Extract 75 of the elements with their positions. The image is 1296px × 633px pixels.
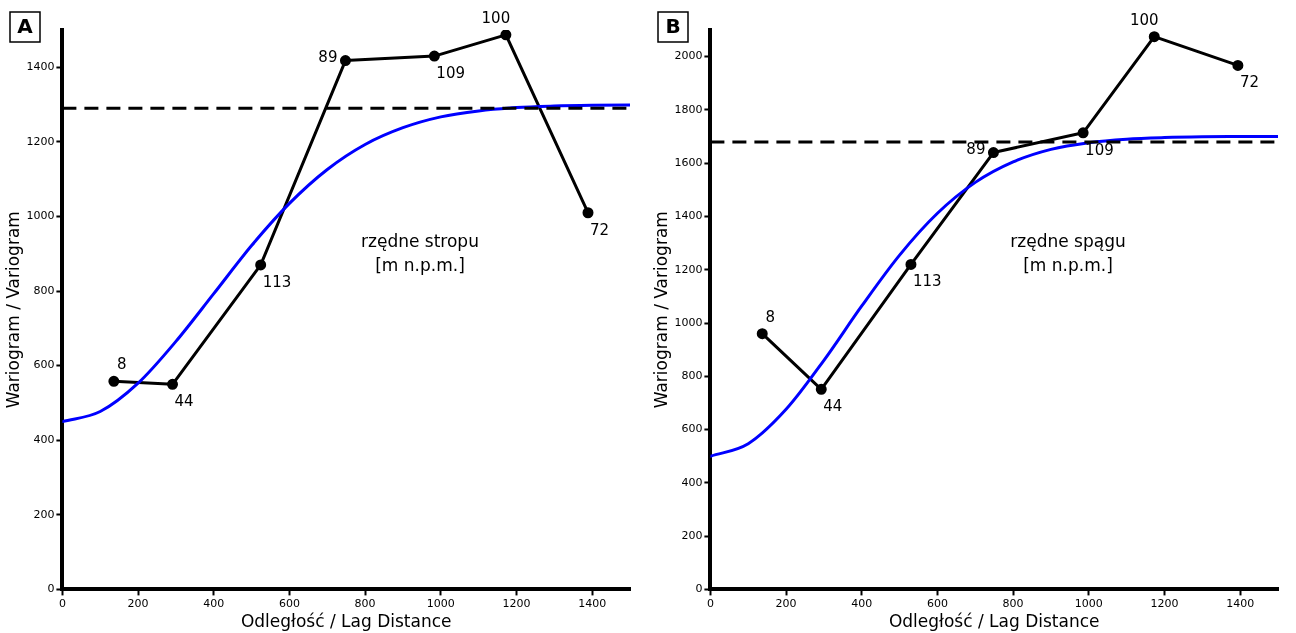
- y-tick-label: 200: [33, 507, 55, 521]
- chart-title: B: [665, 14, 681, 39]
- annotation: 8: [765, 307, 776, 326]
- point: [815, 383, 827, 395]
- point: [167, 378, 179, 390]
- x-tick-label: 600: [926, 596, 948, 610]
- annotation: [m n.p.m.]: [1023, 254, 1113, 275]
- annotation: 113: [912, 272, 942, 291]
- y-tick-label: 400: [681, 475, 703, 489]
- x-tick-label: 1200: [1150, 596, 1179, 610]
- y-axis-title: Wariogram / Variogram: [2, 211, 23, 409]
- annotation: 89: [318, 48, 338, 67]
- point: [339, 55, 351, 67]
- annotation: 72: [1239, 73, 1259, 92]
- y-tick-label: 0: [695, 582, 703, 596]
- point: [987, 147, 999, 159]
- point: [1148, 31, 1160, 43]
- annotation: 72: [590, 220, 610, 239]
- annotation: rzędne stropu: [361, 230, 479, 251]
- x-tick-label: 400: [203, 596, 225, 610]
- point: [500, 30, 512, 41]
- point: [756, 328, 768, 340]
- x-tick-label: 800: [354, 596, 376, 610]
- y-tick-label: 200: [681, 528, 703, 542]
- annotation: 109: [1085, 140, 1114, 159]
- y-tick-label: 1200: [674, 262, 703, 276]
- annotation: 113: [262, 272, 292, 291]
- line-series: [710, 135, 1278, 458]
- annotation: 100: [1129, 10, 1159, 29]
- y-tick-label: 0: [47, 582, 55, 596]
- annotation: [m n.p.m.]: [375, 254, 465, 275]
- chart-title: A: [17, 14, 34, 39]
- y-tick-label: 800: [33, 283, 55, 297]
- x-tick-label: 1400: [1226, 596, 1255, 610]
- y-tick-label: 600: [33, 358, 55, 372]
- annotation: 44: [823, 397, 843, 416]
- line-series: [62, 103, 630, 424]
- x-tick-label: 200: [775, 596, 797, 610]
- y-axis-title: Wariogram / Variogram: [650, 211, 671, 409]
- x-axis-title: Odległość / Lag Distance: [888, 611, 1100, 632]
- y-tick-label: 1800: [674, 102, 703, 116]
- annotation: 100: [481, 8, 511, 27]
- x-tick-label: 800: [1002, 596, 1024, 610]
- y-tick-label: 1400: [26, 60, 55, 74]
- annotation: rzędne spągu: [1010, 230, 1126, 251]
- y-tick-label: 1600: [674, 156, 703, 170]
- x-tick-label: 400: [851, 596, 873, 610]
- x-tick-label: 0: [706, 596, 714, 610]
- x-tick-label: 0: [58, 596, 66, 610]
- y-tick-label: 400: [33, 433, 55, 447]
- annotation: 44: [174, 392, 194, 411]
- annotation: 89: [966, 140, 986, 159]
- x-tick-label: 1400: [578, 596, 607, 610]
- x-tick-label: 1000: [426, 596, 455, 610]
- point: [108, 375, 120, 387]
- point: [255, 259, 267, 271]
- y-tick-label: 1000: [26, 209, 55, 223]
- point: [1232, 59, 1244, 71]
- annotation: 109: [436, 64, 466, 82]
- x-tick-label: 600: [278, 596, 300, 610]
- y-tick-label: 1000: [674, 315, 703, 329]
- point: [1077, 127, 1089, 139]
- point: [582, 207, 594, 219]
- y-tick-label: 800: [681, 369, 703, 383]
- x-axis-title: Odległość / Lag Distance: [240, 611, 452, 632]
- y-tick-label: 2000: [674, 49, 703, 63]
- point: [905, 258, 917, 270]
- y-tick-label: 600: [681, 422, 703, 436]
- x-tick-label: 1000: [1074, 596, 1103, 610]
- y-tick-label: 1200: [26, 134, 55, 148]
- y-tick-label: 1400: [674, 209, 703, 223]
- x-tick-label: 1200: [502, 596, 531, 610]
- x-tick-label: 200: [127, 596, 149, 610]
- annotation: 8: [117, 355, 127, 374]
- point: [428, 50, 440, 62]
